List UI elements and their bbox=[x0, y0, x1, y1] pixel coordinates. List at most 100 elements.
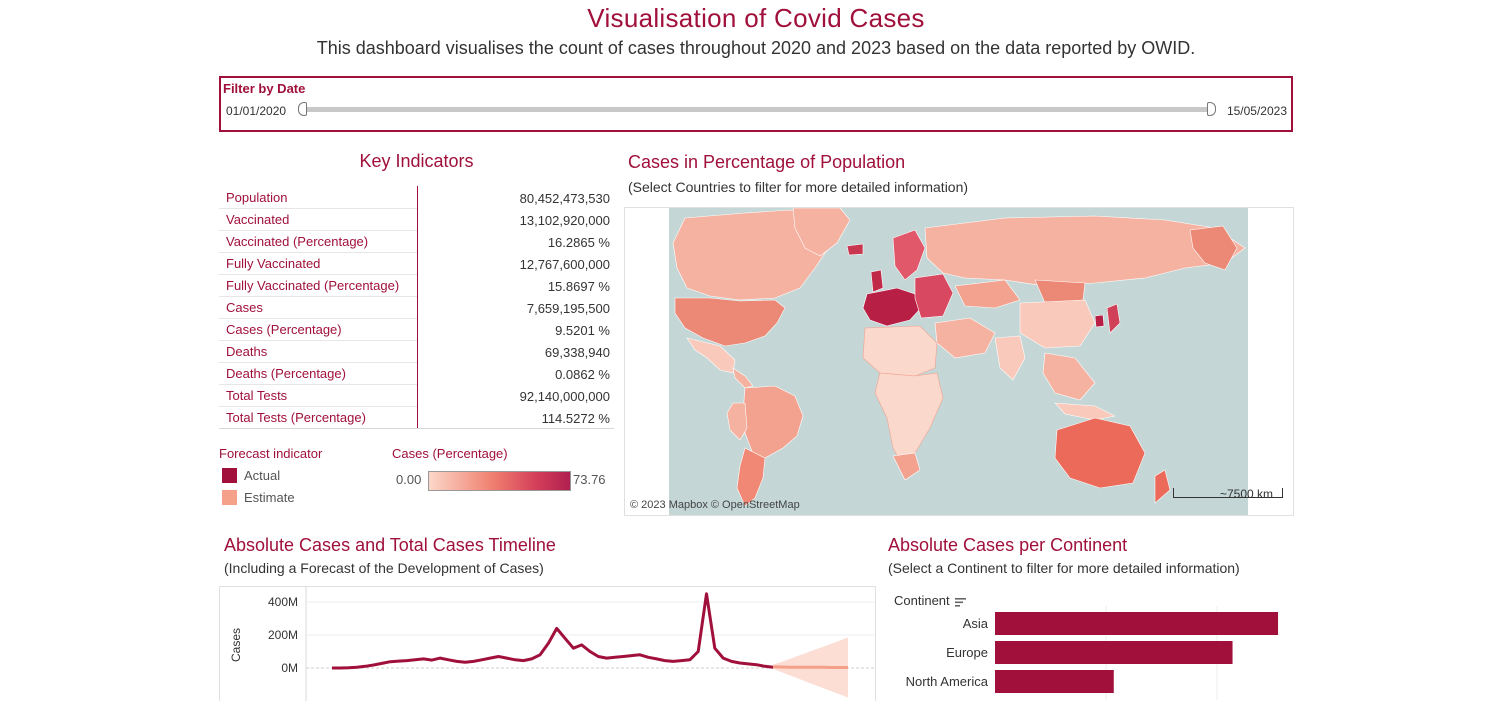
sort-icon[interactable] bbox=[955, 597, 967, 607]
country-iceland[interactable] bbox=[846, 243, 864, 256]
legend-actual-swatch[interactable] bbox=[222, 468, 237, 483]
continent-bar[interactable] bbox=[995, 670, 1114, 693]
row-separator bbox=[219, 406, 417, 407]
row-separator bbox=[219, 252, 417, 253]
continent-column-header[interactable]: Continent bbox=[894, 593, 967, 608]
indicator-label: Total Tests (Percentage) bbox=[226, 410, 366, 425]
timeline-tick-label: 200M bbox=[268, 628, 298, 642]
indicator-value: 7,659,195,500 bbox=[526, 301, 610, 316]
region-western-europe[interactable] bbox=[862, 287, 922, 327]
page-subtitle: This dashboard visualises the count of c… bbox=[316, 38, 1196, 58]
series-actual-line[interactable] bbox=[332, 592, 774, 670]
country-new-zealand[interactable] bbox=[1154, 469, 1171, 504]
indicator-row: Deaths 69,338,940 bbox=[219, 340, 614, 362]
country-australia[interactable] bbox=[1054, 417, 1146, 489]
key-indicators-table: Population 80,452,473,530 Vaccinated 13,102… bbox=[219, 186, 614, 429]
slider-end-handle[interactable] bbox=[1207, 102, 1216, 116]
country-alaska[interactable] bbox=[1189, 225, 1238, 271]
indicator-label: Cases bbox=[226, 300, 263, 315]
country-japan[interactable] bbox=[1106, 303, 1121, 334]
region-scandinavia[interactable] bbox=[892, 229, 926, 281]
country-south-korea[interactable] bbox=[1094, 314, 1105, 328]
row-separator bbox=[219, 362, 417, 363]
country-indonesia[interactable] bbox=[1054, 402, 1116, 421]
continent-header-label: Continent bbox=[894, 593, 950, 608]
continent-bar[interactable] bbox=[995, 641, 1233, 664]
indicator-label: Cases (Percentage) bbox=[226, 322, 342, 337]
region-north-africa[interactable] bbox=[862, 325, 938, 377]
series-estimate-line[interactable] bbox=[773, 665, 848, 669]
indicator-row: Total Tests (Percentage) 114.5272 % bbox=[219, 406, 614, 428]
continent-bar[interactable] bbox=[995, 612, 1279, 635]
timeline-subtitle: (Including a Forecast of the Development… bbox=[224, 560, 544, 576]
indicator-label: Fully Vaccinated bbox=[226, 256, 321, 271]
continent-label[interactable]: North America bbox=[906, 674, 989, 689]
indicator-value: 16.2865 % bbox=[547, 235, 610, 250]
world-map-canvas[interactable] bbox=[625, 208, 1293, 515]
country-argentina[interactable] bbox=[736, 447, 766, 507]
world-map[interactable]: © 2023 Mapbox © OpenStreetMap ~7500 km bbox=[624, 207, 1294, 516]
continent-label[interactable]: Europe bbox=[946, 645, 988, 660]
continent-bar-chart[interactable]: Asia Europe North America bbox=[880, 606, 1295, 700]
legend-estimate-swatch[interactable] bbox=[222, 490, 237, 505]
country-peru[interactable] bbox=[726, 402, 748, 441]
slider-start-handle[interactable] bbox=[298, 102, 307, 116]
row-separator bbox=[219, 384, 417, 385]
map-attribution[interactable]: © 2023 Mapbox © OpenStreetMap bbox=[630, 499, 800, 511]
indicator-row: Vaccinated 13,102,920,000 bbox=[219, 208, 614, 230]
region-eastern-europe[interactable] bbox=[914, 273, 954, 319]
indicator-label: Population bbox=[226, 190, 288, 205]
key-indicators-title: Key Indicators bbox=[359, 151, 474, 171]
indicator-row: Fully Vaccinated (Percentage) 15.8697 % bbox=[219, 274, 614, 296]
country-south-africa[interactable] bbox=[892, 452, 921, 481]
country-usa[interactable] bbox=[674, 297, 786, 347]
continent-chart-title: Absolute Cases per Continent bbox=[888, 535, 1128, 555]
cases-legend-min: 0.00 bbox=[396, 472, 422, 487]
row-separator bbox=[219, 274, 417, 275]
indicator-label: Deaths bbox=[226, 344, 268, 359]
indicator-row: Fully Vaccinated 12,767,600,000 bbox=[219, 252, 614, 274]
indicator-value: 13,102,920,000 bbox=[519, 213, 610, 228]
country-kazakhstan[interactable] bbox=[954, 279, 1021, 309]
timeline-tick-label: 400M bbox=[268, 595, 298, 609]
date-end-value[interactable]: 15/05/2023 bbox=[1226, 104, 1287, 118]
indicator-label: Total Tests bbox=[226, 388, 288, 403]
indicator-value: 69,338,940 bbox=[544, 345, 610, 360]
indicator-row: Cases 7,659,195,500 bbox=[219, 296, 614, 318]
country-mexico[interactable] bbox=[686, 337, 736, 374]
continent-chart-subtitle: (Select a Continent to filter for more d… bbox=[888, 560, 1240, 576]
indicator-label: Vaccinated bbox=[226, 212, 290, 227]
row-separator bbox=[219, 340, 417, 341]
continent-label[interactable]: Asia bbox=[963, 616, 989, 631]
date-filter: Filter by Date 01/01/2020 15/05/2023 bbox=[219, 76, 1293, 132]
region-central-america[interactable] bbox=[732, 367, 754, 389]
legend-estimate-label[interactable]: Estimate bbox=[244, 490, 295, 505]
country-india[interactable] bbox=[994, 335, 1026, 381]
indicator-row: Total Tests 92,140,000,000 bbox=[219, 384, 614, 406]
map-title: Cases in Percentage of Population bbox=[628, 152, 906, 172]
timeline-tick-label: 0M bbox=[281, 661, 298, 675]
timeline-y-axis-label: Cases bbox=[229, 628, 243, 662]
map-scale-bar bbox=[1173, 488, 1283, 498]
indicator-row: Deaths (Percentage) 0.0862 % bbox=[219, 362, 614, 384]
row-separator bbox=[219, 296, 417, 297]
cases-legend-max: 73.76 bbox=[573, 472, 606, 487]
timeline-chart-canvas[interactable]: 0M 200M 400M Cases bbox=[220, 587, 875, 701]
indicator-value: 12,767,600,000 bbox=[519, 257, 610, 272]
indicator-label: Deaths (Percentage) bbox=[226, 366, 346, 381]
country-uk[interactable] bbox=[870, 269, 884, 293]
timeline-title: Absolute Cases and Total Cases Timeline bbox=[224, 535, 556, 555]
indicator-label: Fully Vaccinated (Percentage) bbox=[226, 278, 400, 293]
forecast-legend-title: Forecast indicator bbox=[219, 446, 323, 461]
country-russia[interactable] bbox=[924, 215, 1246, 287]
indicator-row: Vaccinated (Percentage) 16.2865 % bbox=[219, 230, 614, 252]
timeline-chart[interactable]: 0M 200M 400M Cases bbox=[219, 586, 876, 701]
country-greenland[interactable] bbox=[792, 208, 851, 257]
date-range-slider[interactable] bbox=[298, 102, 1216, 116]
map-subtitle: (Select Countries to filter for more det… bbox=[628, 179, 969, 195]
cases-legend-gradient bbox=[428, 471, 571, 491]
date-start-value[interactable]: 01/01/2020 bbox=[226, 104, 287, 118]
region-southeast-asia[interactable] bbox=[1042, 352, 1096, 401]
country-china[interactable] bbox=[1019, 299, 1096, 349]
legend-actual-label[interactable]: Actual bbox=[244, 468, 281, 483]
